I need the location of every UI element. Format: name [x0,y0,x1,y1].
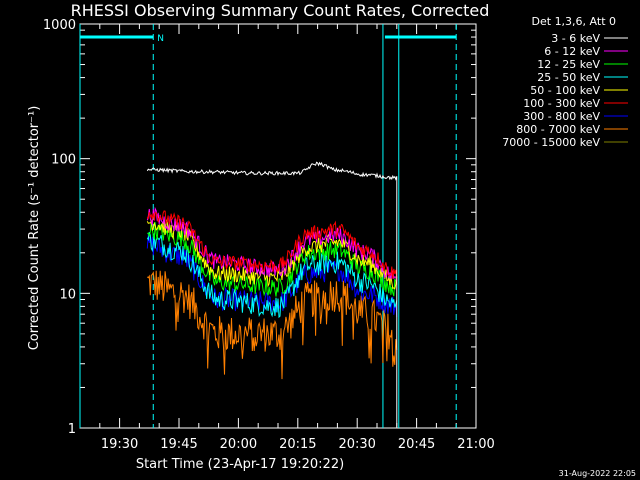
x-tick-label: 20:45 [398,437,435,452]
series-line-6-12keV [146,206,398,282]
plot-area [79,23,477,429]
series-line-800-7000keV [146,270,398,380]
legend-title: Det 1,3,6, Att 0 [532,15,616,28]
legend-entry-label: 7000 - 15000 keV [502,136,600,149]
y-axis-ticks: 1 10 100 1000 [43,18,476,437]
plot-frame [79,23,477,429]
x-tick-label: 19:45 [160,437,197,452]
legend-entry-label: 3 - 6 keV [551,32,600,45]
legend-entry-label: 25 - 50 keV [537,71,600,84]
legend-entry-label: 6 - 12 keV [544,45,600,58]
x-tick-label: 20:00 [220,437,257,452]
series-layer [146,161,398,427]
y-axis-label: Corrected Count Rate (s⁻¹ detector⁻¹) [27,106,42,351]
legend-entry-label: 100 - 300 keV [523,97,600,110]
series-line-25-50keV [146,232,398,319]
series-line-300-800keV [146,233,398,318]
y-tick-label: 1 [68,422,76,437]
legend-entry-label: 50 - 100 keV [530,84,600,97]
x-axis-label: Start Time (23-Apr-17 19:20:22) [136,457,344,472]
x-tick-label: 21:00 [457,437,494,452]
series-line-50-100keV [146,218,398,290]
series-line-12-25keV [147,221,398,297]
legend-entry-label: 12 - 25 keV [537,58,600,71]
y-tick-label: 1000 [43,18,76,33]
time-markers: N [79,24,457,428]
footer-date: 31-Aug-2022 22:05 [559,469,636,478]
x-tick-label: 20:30 [338,437,375,452]
night-marker-label: N [157,34,164,44]
y-tick-label: 10 [59,287,76,302]
chart-title: RHESSI Observing Summary Count Rates, Co… [71,1,490,20]
legend-entry-label: 300 - 800 keV [523,110,600,123]
x-tick-label: 20:15 [279,437,316,452]
series-line-100-300keV [146,210,398,281]
series-line-3-6keV [146,161,398,427]
x-axis-ticks: 19:30 19:45 20:00 20:15 20:30 20:45 21:00 [79,24,495,452]
x-tick-label: 19:30 [101,437,138,452]
legend-entry-label: 800 - 7000 keV [516,123,600,136]
y-tick-label: 100 [51,153,76,168]
